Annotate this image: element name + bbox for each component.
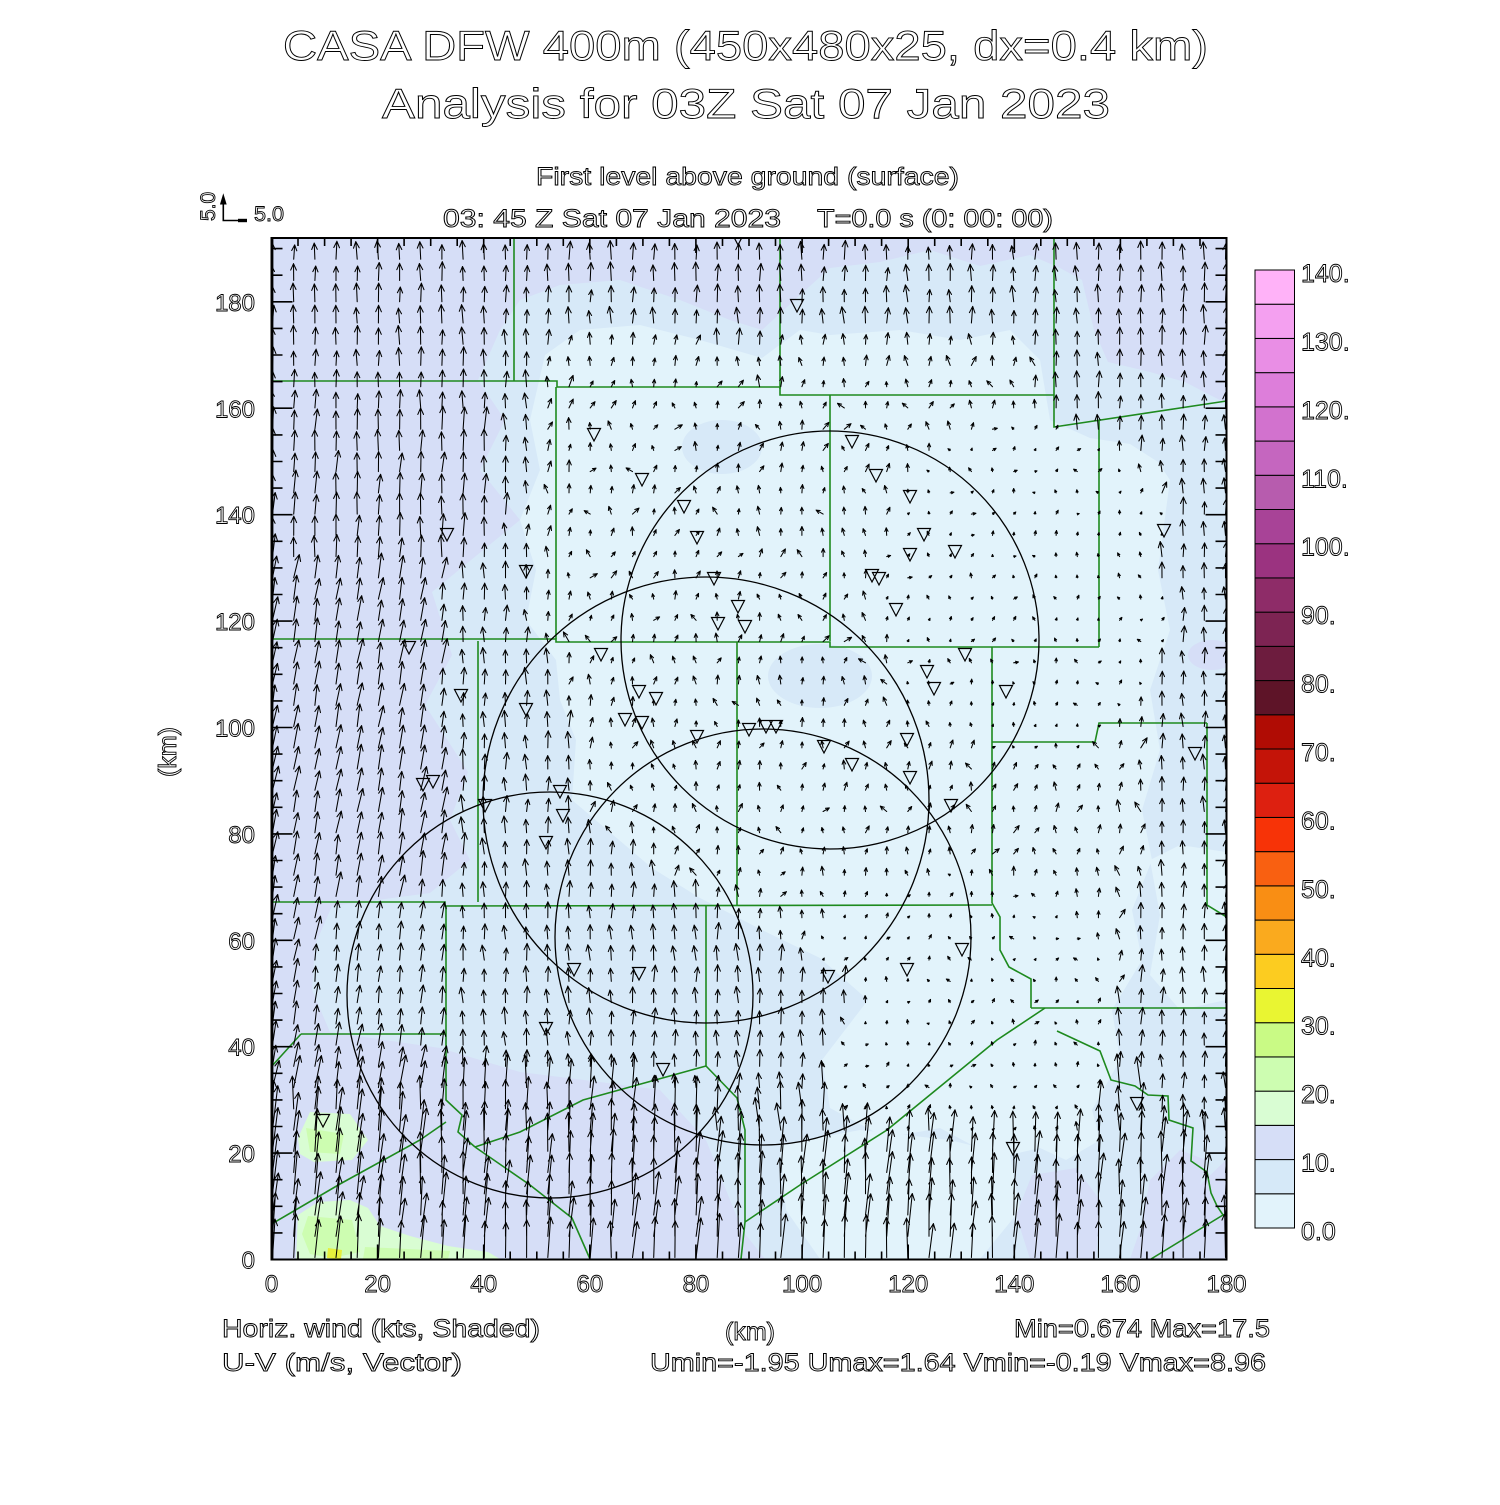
svg-text:Min=0.674 Max=17.5: Min=0.674 Max=17.5	[1014, 1315, 1270, 1343]
svg-text:5.0: 5.0	[197, 192, 220, 221]
svg-text:Analysis for 03Z Sat 07 Jan 20: Analysis for 03Z Sat 07 Jan 2023	[382, 80, 1110, 127]
svg-text:0.0: 0.0	[1301, 1218, 1336, 1246]
svg-text:100: 100	[782, 1271, 822, 1298]
svg-text:40.: 40.	[1301, 944, 1336, 972]
svg-text:T=0.0 s (0: 00: 00): T=0.0 s (0: 00: 00)	[817, 205, 1053, 233]
svg-text:0: 0	[242, 1248, 255, 1275]
svg-text:160: 160	[1100, 1271, 1140, 1298]
svg-text:160: 160	[215, 396, 255, 423]
svg-text:180: 180	[215, 290, 255, 317]
svg-text:60.: 60.	[1301, 807, 1336, 835]
svg-text:140: 140	[215, 503, 255, 530]
svg-text:40: 40	[470, 1271, 497, 1298]
svg-text:90.: 90.	[1301, 602, 1336, 630]
svg-text:Umin=-1.95 Umax=1.64 Vmin=-0.1: Umin=-1.95 Umax=1.64 Vmin=-0.19 Vmax=8.9…	[650, 1349, 1266, 1377]
svg-text:40: 40	[228, 1035, 255, 1062]
svg-text:60: 60	[576, 1271, 603, 1298]
svg-text:03: 45 Z Sat 07 Jan 2023: 03: 45 Z Sat 07 Jan 2023	[443, 205, 781, 233]
svg-text:CASA DFW 400m (450x480x25, dx=: CASA DFW 400m (450x480x25, dx=0.4 km)	[283, 22, 1208, 69]
svg-text:0: 0	[265, 1271, 278, 1298]
svg-text:(km): (km)	[725, 1318, 775, 1346]
svg-text:140: 140	[994, 1271, 1034, 1298]
svg-text:U-V (m/s, Vector): U-V (m/s, Vector)	[222, 1349, 462, 1377]
svg-text:80.: 80.	[1301, 671, 1336, 699]
svg-text:70.: 70.	[1301, 739, 1336, 767]
svg-text:20: 20	[228, 1141, 255, 1168]
svg-text:180: 180	[1206, 1271, 1246, 1298]
svg-text:20: 20	[364, 1271, 391, 1298]
svg-text:50.: 50.	[1301, 876, 1336, 904]
svg-text:120: 120	[888, 1271, 928, 1298]
svg-text:80: 80	[683, 1271, 710, 1298]
svg-text:First level above ground (surf: First level above ground (surface)	[536, 163, 959, 191]
svg-text:30.: 30.	[1301, 1013, 1336, 1041]
svg-text:80: 80	[228, 822, 255, 849]
svg-text:10.: 10.	[1301, 1150, 1336, 1178]
svg-text:100.: 100.	[1301, 534, 1350, 562]
svg-text:120.: 120.	[1301, 397, 1350, 425]
svg-text:110.: 110.	[1301, 465, 1348, 493]
svg-text:140.: 140.	[1301, 260, 1350, 288]
svg-text:(km): (km)	[154, 727, 182, 777]
svg-text:100: 100	[215, 715, 255, 742]
svg-text:60: 60	[228, 928, 255, 955]
svg-text:20.: 20.	[1301, 1081, 1336, 1109]
svg-text:Horiz. wind (kts, Shaded): Horiz. wind (kts, Shaded)	[222, 1315, 540, 1343]
svg-text:130.: 130.	[1301, 328, 1350, 356]
svg-text:5.0: 5.0	[254, 203, 284, 226]
svg-text:120: 120	[215, 609, 255, 636]
